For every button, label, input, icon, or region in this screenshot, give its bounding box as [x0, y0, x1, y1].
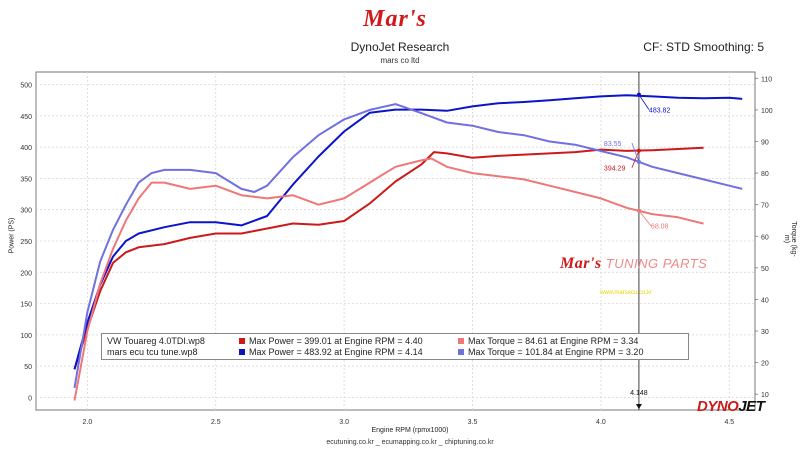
y-tick-label-left: 400 — [20, 145, 32, 152]
x-tick-label: 2.5 — [211, 419, 221, 426]
chart-title: DynoJet Research — [350, 40, 450, 54]
correction-factor-info: CF: STD Smoothing: 5 — [643, 40, 764, 54]
x-tick-label: 4.0 — [596, 419, 606, 426]
cursor-annotations: 483.82 394.29 83.55 68.08 — [604, 92, 671, 231]
annotation-leader — [638, 210, 652, 226]
legend-max-power: Max Power = 399.01 at Engine RPM = 4.40 — [249, 336, 423, 346]
annotation-value: 483.82 — [649, 108, 671, 115]
legend-swatch — [458, 338, 464, 344]
y-tick-label-right: 60 — [761, 234, 769, 241]
y-tick-label-left: 300 — [20, 208, 32, 215]
series-line — [73, 103, 743, 389]
legend-max-torque: Max Torque = 84.61 at Engine RPM = 3.34 — [468, 336, 639, 346]
annotation-point — [636, 148, 641, 153]
x-tick-label: 3.0 — [339, 419, 349, 426]
watermark-brand: Mar's — [560, 255, 602, 272]
mars-logo: Mar's — [363, 6, 427, 32]
series-line — [73, 94, 743, 370]
y-tick-label-right: 50 — [761, 266, 769, 273]
y-tick-label-left: 500 — [20, 83, 32, 90]
y-tick-label-left: 0 — [28, 395, 32, 402]
y-tick-label-left: 250 — [20, 239, 32, 246]
annotation-point — [636, 208, 641, 213]
y-tick-label-left: 200 — [20, 270, 32, 277]
x-axis-label: Engine RPM (rpmx1000) — [371, 427, 449, 434]
legend-file-name: VW Touareg 4.0TDI.wp8 — [107, 336, 205, 346]
x-tick-label: 3.5 — [468, 419, 478, 426]
legend-swatch — [458, 349, 464, 355]
dynojet-logo-b: JET — [738, 398, 765, 415]
axis-ticks: 0 50 100 150 200 250 300 350 400 450 500 10 20 30 40 50… — [20, 76, 772, 426]
watermark-text: TUNING PARTS — [605, 256, 708, 271]
annotation-value: 83.55 — [604, 141, 622, 148]
y-tick-label-right: 40 — [761, 297, 769, 304]
dynojet-logo: DYNOJET — [697, 398, 765, 415]
legend-box: VW Touareg 4.0TDI.wp8 Max Power = 399.01… — [101, 333, 689, 360]
annotation-leader — [631, 142, 640, 163]
legend-swatch — [239, 338, 245, 344]
y-tick-label-right: 10 — [761, 392, 769, 399]
annotation-point — [636, 92, 641, 97]
y-tick-label-right: 80 — [761, 171, 769, 178]
y-tick-label-right: 30 — [761, 329, 769, 336]
y-tick-label-right: 70 — [761, 203, 769, 210]
tuning-parts-watermark: Mar's TUNING PARTS — [560, 255, 707, 273]
y-tick-label-right: 90 — [761, 139, 769, 146]
y-tick-label-left: 50 — [24, 364, 32, 371]
chart-subtitle: mars co ltd — [380, 56, 420, 65]
dynojet-logo-a: DYNO — [697, 398, 739, 415]
legend-swatch — [239, 349, 245, 355]
cursor-arrow-icon — [635, 404, 642, 409]
watermark-url: www.marsecu.co.kr — [600, 290, 653, 296]
y-tick-label-right: 110 — [761, 76, 772, 83]
annotation-leader — [631, 150, 640, 168]
annotation-value: 394.29 — [604, 166, 626, 173]
y-tick-label-left: 450 — [20, 114, 32, 121]
y-tick-label-left: 100 — [20, 333, 32, 340]
annotation-value: 68.08 — [651, 224, 669, 231]
y-tick-label-right: 100 — [761, 108, 773, 115]
y-tick-label-left: 350 — [20, 176, 32, 183]
annotation-point — [636, 159, 641, 164]
legend-row: mars ecu tcu tune.wp8 Max Power = 483.92… — [102, 346, 688, 358]
legend-max-power: Max Power = 483.92 at Engine RPM = 4.14 — [249, 347, 423, 357]
cursor-rpm-label: 4.148 — [630, 390, 648, 397]
legend-row: VW Touareg 4.0TDI.wp8 Max Power = 399.01… — [102, 335, 688, 347]
series-line — [73, 146, 704, 370]
footer-links: ecutuning.co.kr _ ecumapping.co.kr _ chi… — [326, 439, 494, 446]
y-axis-label-right: Torque (kg-m) — [783, 221, 797, 257]
series-line — [73, 157, 704, 401]
annotation-leader — [638, 94, 650, 110]
y-tick-label-left: 150 — [20, 302, 32, 309]
y-tick-label-right: 20 — [761, 361, 769, 368]
legend-file-name: mars ecu tcu tune.wp8 — [107, 347, 198, 357]
legend-max-torque: Max Torque = 101.84 at Engine RPM = 3.20 — [468, 347, 644, 357]
y-axis-label-left: Power (PS) — [8, 217, 16, 254]
x-tick-label: 2.0 — [82, 419, 92, 426]
x-tick-label: 4.5 — [724, 419, 734, 426]
series-lines — [73, 94, 743, 401]
